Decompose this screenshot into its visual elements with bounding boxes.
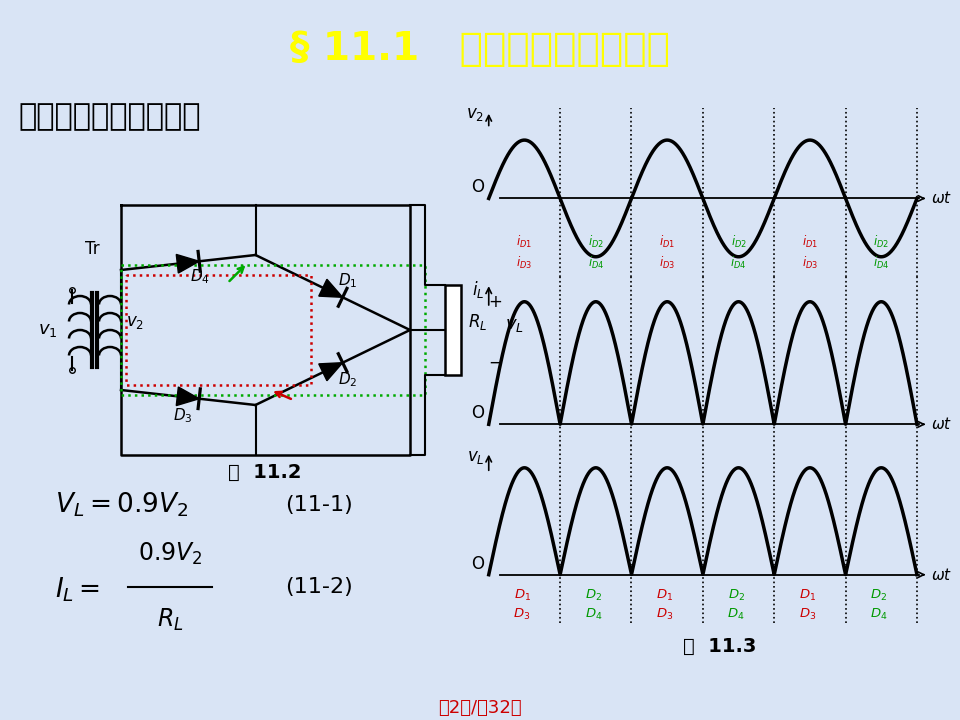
Text: $D_4$: $D_4$ (190, 267, 210, 286)
Text: $i_{D3}$: $i_{D3}$ (660, 255, 675, 271)
Text: $v_L$: $v_L$ (505, 316, 524, 334)
Text: $i_{D1}$: $i_{D1}$ (660, 234, 675, 251)
Text: $V_L=0.9V_2$: $V_L=0.9V_2$ (55, 491, 188, 519)
Text: $D_4$: $D_4$ (728, 607, 745, 622)
Text: +: + (488, 293, 502, 311)
Text: $i_{D3}$: $i_{D3}$ (802, 255, 818, 271)
Text: $i_{D1}$: $i_{D1}$ (802, 234, 818, 251)
Text: $D_3$: $D_3$ (657, 607, 674, 622)
Text: $i_{D1}$: $i_{D1}$ (516, 234, 533, 251)
Text: $i_{D4}$: $i_{D4}$ (588, 255, 604, 271)
Text: O: O (471, 178, 484, 196)
Text: $D_3$: $D_3$ (174, 406, 193, 425)
Text: $i_{D3}$: $i_{D3}$ (516, 255, 533, 271)
Text: $i_{D2}$: $i_{D2}$ (588, 234, 604, 251)
Text: 图  11.2: 图 11.2 (228, 463, 301, 482)
Text: $i_{D2}$: $i_{D2}$ (731, 234, 747, 251)
Text: $i_{D4}$: $i_{D4}$ (731, 255, 747, 271)
Text: $v_2$: $v_2$ (126, 313, 144, 331)
Text: $0.9V_2$: $0.9V_2$ (137, 541, 203, 567)
Text: 图  11.3: 图 11.3 (684, 637, 756, 656)
Text: 第2页/共32页: 第2页/共32页 (438, 699, 522, 717)
Polygon shape (319, 279, 343, 297)
Text: $D_2$: $D_2$ (871, 588, 888, 603)
Text: $v_1$: $v_1$ (38, 321, 58, 339)
Polygon shape (177, 387, 199, 405)
Text: $-$: $-$ (488, 353, 502, 371)
Bar (445, 285, 461, 375)
Text: $D_2$: $D_2$ (585, 588, 602, 603)
Text: $\omega t$: $\omega t$ (930, 416, 951, 432)
Polygon shape (319, 363, 343, 381)
Text: (11-1): (11-1) (285, 495, 352, 515)
Text: $i_{D4}$: $i_{D4}$ (873, 255, 890, 271)
Text: (11-2): (11-2) (285, 577, 352, 597)
Text: $D_1$: $D_1$ (799, 588, 816, 603)
Text: $I_L=$: $I_L=$ (55, 576, 100, 604)
Text: $\omega t$: $\omega t$ (930, 190, 951, 207)
Text: O: O (471, 404, 484, 422)
Text: § 11.1   小功率整流滤波电路: § 11.1 小功率整流滤波电路 (290, 30, 670, 68)
Text: $R_L$: $R_L$ (468, 312, 488, 332)
Text: $v_2$: $v_2$ (467, 105, 484, 123)
Text: $D_1$: $D_1$ (657, 588, 674, 603)
Text: $D_4$: $D_4$ (870, 607, 888, 622)
Text: $v_L$: $v_L$ (467, 448, 484, 466)
Text: Tr: Tr (84, 240, 99, 258)
Text: $D_2$: $D_2$ (728, 588, 745, 603)
Text: 一、单相桥式整流电路: 一、单相桥式整流电路 (18, 102, 201, 131)
Text: O: O (471, 554, 484, 572)
Text: $D_1$: $D_1$ (514, 588, 531, 603)
Text: $i_L$: $i_L$ (471, 279, 484, 300)
Text: $D_3$: $D_3$ (514, 607, 531, 622)
Polygon shape (177, 254, 199, 273)
Text: $D_1$: $D_1$ (338, 271, 357, 290)
Text: $i_{D2}$: $i_{D2}$ (874, 234, 889, 251)
Text: $D_2$: $D_2$ (338, 370, 357, 389)
Text: $D_3$: $D_3$ (799, 607, 816, 622)
Text: $\omega t$: $\omega t$ (930, 567, 951, 582)
Text: $R_L$: $R_L$ (156, 607, 183, 633)
Text: $D_4$: $D_4$ (585, 607, 602, 622)
